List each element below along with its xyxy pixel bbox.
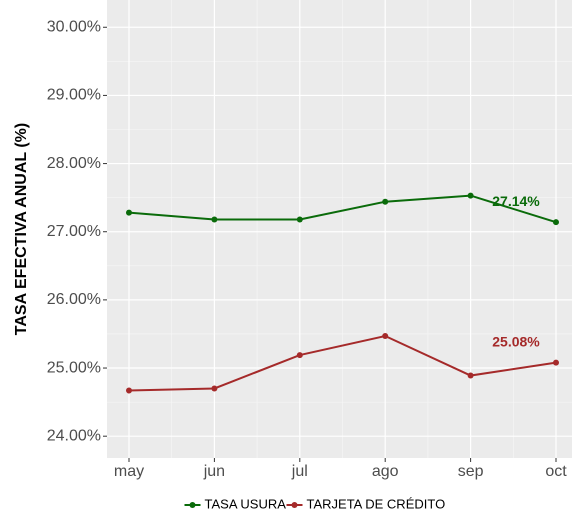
y-tick-label: 27.00% (47, 223, 101, 240)
y-tick-label: 26.00% (47, 291, 101, 308)
point (126, 209, 132, 216)
y-tick-label: 29.00% (47, 87, 101, 104)
x-tick-label: jul (291, 463, 308, 480)
point (467, 372, 474, 379)
y-tick-label: 28.00% (47, 155, 101, 172)
x-tick-label: may (114, 463, 144, 480)
point (467, 192, 474, 199)
point (211, 216, 218, 223)
point (296, 216, 303, 223)
legend-label: TARJETA DE CRÉDITO (307, 496, 446, 511)
x-tick-label: sep (458, 463, 484, 480)
point (211, 385, 218, 392)
point (553, 219, 559, 226)
legend-key (189, 502, 196, 508)
point (296, 352, 303, 359)
point (382, 333, 389, 340)
y-tick-label: 25.00% (47, 359, 101, 376)
point (382, 198, 389, 205)
legend-key (291, 502, 298, 508)
legend-label: TASA USURA (205, 496, 287, 511)
x-tick-label: jun (203, 463, 225, 480)
value-label: 25.08% (492, 333, 540, 349)
panel (107, 0, 572, 458)
y-tick-label: 30.00% (47, 18, 101, 35)
series-line (128, 194, 557, 224)
point (553, 359, 559, 366)
x-tick-label: oct (545, 463, 567, 480)
y-axis-title: TASA EFECTIVA ANUAL (%) (13, 123, 30, 335)
x-tick-label: ago (372, 463, 399, 480)
y-tick-label: 24.00% (47, 427, 101, 444)
value-label: 27.14% (492, 193, 540, 209)
point (126, 387, 132, 394)
series-line (128, 334, 557, 392)
